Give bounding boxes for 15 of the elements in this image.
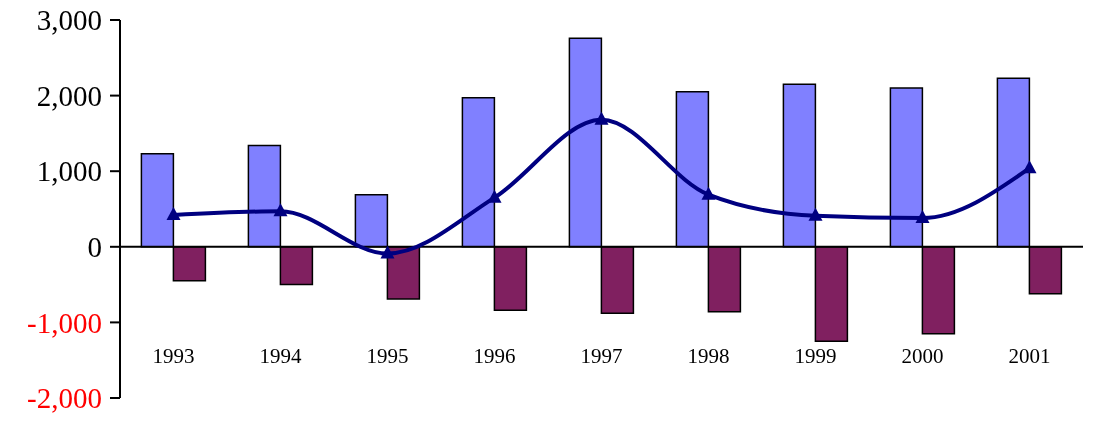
x-tick-label: 1995 [366,343,409,368]
x-tick-label: 1993 [152,343,195,368]
y-tick-label: -2,000 [27,382,102,415]
y-tick-label: 3,000 [36,4,102,37]
y-tick-label: -1,000 [27,306,102,339]
x-tick-label: 2001 [1008,343,1051,368]
x-tick-label: 1997 [580,343,623,368]
y-tick-label: 0 [87,230,102,263]
x-tick-label: 1996 [473,343,516,368]
y-tick-label: 1,000 [36,155,102,188]
x-tick-label: 2000 [901,343,944,368]
x-tick-label: 1994 [259,343,302,368]
x-tick-label: 1999 [794,343,837,368]
x-tick-label: 1998 [687,343,730,368]
y-tick-label: 2,000 [36,79,102,112]
